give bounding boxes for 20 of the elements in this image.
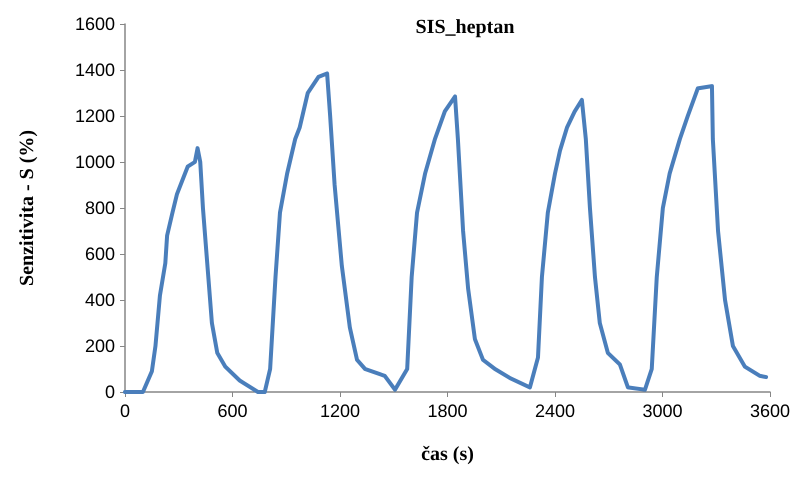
y-tick-label: 1000 xyxy=(74,152,115,172)
y-tick-label: 1400 xyxy=(74,60,115,80)
x-tick-label: 1800 xyxy=(427,401,468,421)
y-tick-label: 600 xyxy=(84,244,115,264)
chart-title: SIS_heptan xyxy=(416,16,514,38)
x-tick-label: 3000 xyxy=(642,401,683,421)
x-tick-label: 0 xyxy=(120,401,130,421)
y-tick-label: 1200 xyxy=(74,106,115,126)
y-tick-label: 400 xyxy=(84,290,115,310)
x-tick-label: 1200 xyxy=(320,401,360,421)
line-series xyxy=(123,71,768,394)
y-tick-label: 1600 xyxy=(74,14,115,34)
x-tick-label: 600 xyxy=(217,401,248,421)
y-axis-title: Senzitivita - S (%) xyxy=(16,130,38,286)
x-axis-title: čas (s) xyxy=(421,443,474,465)
y-tick-label: 200 xyxy=(84,336,115,356)
x-tick-label: 2400 xyxy=(534,401,576,421)
y-tick-label: 800 xyxy=(84,198,115,218)
y-tick-label: 0 xyxy=(104,382,115,402)
x-tick-label: 3600 xyxy=(750,401,790,421)
